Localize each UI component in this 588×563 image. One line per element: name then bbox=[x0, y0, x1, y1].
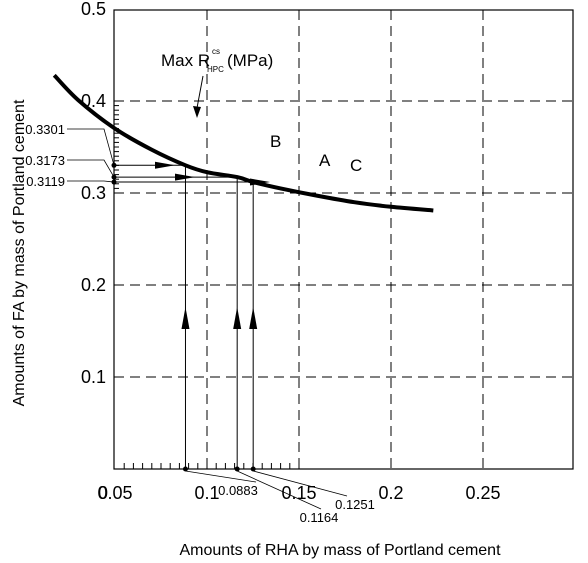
y-tick-label: 0.1 bbox=[81, 367, 106, 387]
arrow-up bbox=[233, 307, 242, 329]
arrow-up bbox=[181, 307, 190, 329]
x-tick-label: 0.05 bbox=[97, 483, 132, 503]
x-label-leader bbox=[253, 470, 348, 497]
y-axis-title: Amounts of FA by mass of Portland cement bbox=[11, 99, 28, 406]
y-value-label: 0.3119 bbox=[26, 174, 65, 189]
y-value-label: 0.3301 bbox=[25, 122, 65, 137]
curve-label-main: Max R bbox=[161, 51, 210, 70]
curve-label-sup: cs bbox=[212, 47, 220, 56]
minor-ticks bbox=[114, 100, 300, 469]
y-label-leader bbox=[67, 180, 115, 183]
curve-label-sub: HPC bbox=[207, 65, 224, 74]
x-tick-label: 0.2 bbox=[378, 483, 403, 503]
y-label-leader bbox=[67, 128, 115, 166]
point-label: C bbox=[350, 156, 362, 175]
x-label-leader bbox=[185, 470, 257, 483]
plot-frame bbox=[113, 9, 574, 470]
y-tick-labels: 0.1 0.2 0.3 0.4 0.5 bbox=[81, 0, 106, 387]
x-value-label: 0.1251 bbox=[335, 497, 375, 512]
point-label: A bbox=[319, 151, 331, 170]
x-tick-label: 0 bbox=[98, 483, 108, 503]
x-tick-label: 0.15 bbox=[281, 483, 316, 503]
curve-label-unit: (MPa) bbox=[227, 51, 273, 70]
x-tick-label: 0.1 bbox=[194, 483, 219, 503]
arrow-right bbox=[175, 173, 195, 181]
guide-dot-x bbox=[234, 466, 240, 472]
curve-label-pointer bbox=[196, 75, 204, 109]
point-label: B bbox=[270, 132, 281, 151]
y-label-leader bbox=[67, 159, 115, 178]
guide-dot-x bbox=[182, 466, 188, 472]
y-tick-label: 0.3 bbox=[81, 183, 106, 203]
x-tick-labels: 00.05 0.1 0.15 0.2 0.25 bbox=[97, 483, 500, 503]
arrow-right bbox=[155, 161, 175, 169]
y-tick-label: 0.5 bbox=[81, 0, 106, 19]
y-tick-label: 0.4 bbox=[81, 91, 106, 111]
y-tick-label: 0.2 bbox=[81, 275, 106, 295]
curve-label-arrow bbox=[193, 106, 201, 118]
arrow-up bbox=[249, 307, 258, 329]
grid-lines bbox=[114, 10, 573, 469]
guide-dot-x bbox=[250, 466, 256, 472]
x-axis-title: Amounts of RHA by mass of Portland cemen… bbox=[179, 542, 501, 559]
series-curve bbox=[52, 73, 434, 213]
x-label-leader bbox=[237, 470, 322, 510]
x-tick-label: 0.25 bbox=[465, 483, 500, 503]
x-value-label: 0.1164 bbox=[300, 510, 339, 525]
x-value-label: 0.0883 bbox=[218, 483, 258, 498]
y-value-label: 0.3173 bbox=[25, 153, 65, 168]
guide-lines bbox=[111, 161, 270, 472]
